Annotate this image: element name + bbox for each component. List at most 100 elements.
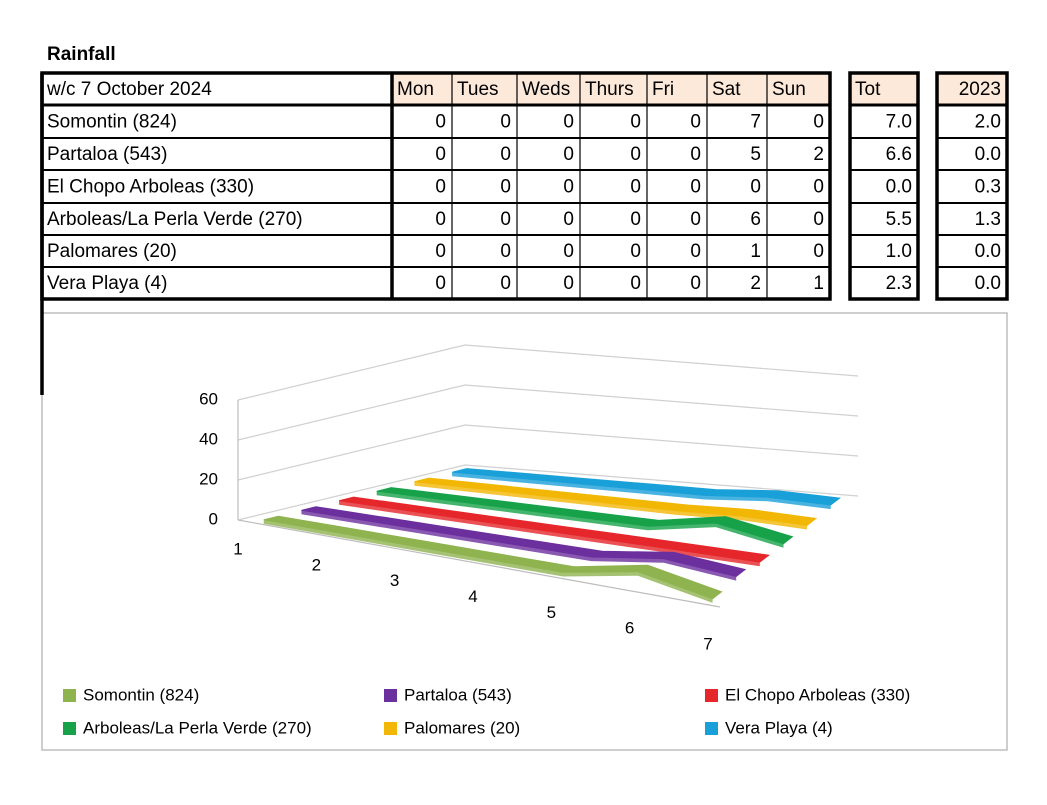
legend-swatch bbox=[384, 722, 397, 735]
table-cell: 0 bbox=[630, 112, 641, 133]
table-cell: 1.3 bbox=[975, 209, 1001, 230]
x-tick-label: 6 bbox=[625, 619, 634, 638]
table-cell: 0 bbox=[630, 144, 641, 165]
table-cell: 0 bbox=[690, 209, 701, 230]
x-axis bbox=[237, 519, 721, 608]
table-cell: 0 bbox=[435, 112, 446, 133]
table-border bbox=[935, 71, 1009, 301]
table-cell: 0 bbox=[750, 177, 761, 198]
grid-line bbox=[237, 384, 859, 441]
table-cell: 2.3 bbox=[886, 273, 912, 294]
header-cell: 2023 bbox=[959, 79, 1001, 100]
table-cell: 0 bbox=[630, 273, 641, 294]
table-cell: 0 bbox=[500, 144, 511, 165]
header-cell-bg bbox=[452, 73, 517, 105]
table-cell: 0 bbox=[630, 209, 641, 230]
table-cell: Arboleas/La Perla Verde (270) bbox=[47, 209, 303, 230]
table-cell: 0 bbox=[563, 273, 574, 294]
legend-label: El Chopo Arboleas (330) bbox=[725, 685, 910, 704]
header-cell: w/c 7 October 2024 bbox=[46, 79, 212, 100]
table-cell: 0 bbox=[690, 241, 701, 262]
legend-swatch bbox=[384, 689, 397, 702]
table-cell: 0 bbox=[563, 112, 574, 133]
ribbon bbox=[263, 515, 723, 600]
table-cell: 1 bbox=[750, 241, 761, 262]
legend-swatch bbox=[63, 722, 76, 735]
ribbon-side bbox=[376, 491, 784, 548]
table-cell: 1 bbox=[813, 273, 824, 294]
ribbon bbox=[414, 477, 818, 526]
y-tick-label: 40 bbox=[199, 429, 218, 448]
header-cell-bg bbox=[517, 73, 580, 105]
header-cell-bg bbox=[580, 73, 647, 105]
table-cell: 0 bbox=[813, 209, 824, 230]
header-cell: Sun bbox=[772, 79, 806, 100]
header-cell-bg bbox=[937, 73, 1007, 105]
table-cell: El Chopo Arboleas (330) bbox=[47, 177, 254, 198]
table-cell: 0 bbox=[435, 273, 446, 294]
table-cell: 0 bbox=[500, 241, 511, 262]
legend-label: Somontin (824) bbox=[83, 685, 199, 704]
table-cell: 0 bbox=[435, 177, 446, 198]
table-cell: 0 bbox=[563, 144, 574, 165]
y-tick-label: 60 bbox=[199, 389, 218, 408]
header-cell: Mon bbox=[397, 79, 434, 100]
x-tick-label: 2 bbox=[312, 555, 321, 574]
table-cell: 0 bbox=[813, 241, 824, 262]
header-cell: Fri bbox=[652, 79, 674, 100]
table-cell: 0 bbox=[690, 112, 701, 133]
table-cell: 0 bbox=[435, 144, 446, 165]
y-tick-label: 0 bbox=[209, 509, 218, 528]
ribbon-side bbox=[263, 519, 713, 603]
table-cell: Partaloa (543) bbox=[47, 144, 167, 165]
table-cell: 0 bbox=[630, 177, 641, 198]
legend-swatch bbox=[705, 689, 718, 702]
table-cell: 0.3 bbox=[975, 177, 1001, 198]
header-cell-bg bbox=[707, 73, 767, 105]
table-cell: 0 bbox=[500, 273, 511, 294]
table-cell: 7.0 bbox=[886, 112, 912, 133]
legend-label: Arboleas/La Perla Verde (270) bbox=[83, 718, 312, 737]
ribbon bbox=[376, 487, 794, 545]
table-cell: 0 bbox=[630, 241, 641, 262]
table-cell: Vera Playa (4) bbox=[47, 273, 167, 294]
legend-label: Vera Playa (4) bbox=[725, 718, 833, 737]
table-cell: 0 bbox=[500, 112, 511, 133]
grid-line bbox=[237, 424, 859, 481]
table-cell: 5 bbox=[750, 144, 761, 165]
table-cell: 0.0 bbox=[975, 144, 1001, 165]
table-cell: 0 bbox=[500, 177, 511, 198]
x-tick-label: 5 bbox=[547, 603, 556, 622]
table-cell: 0 bbox=[813, 177, 824, 198]
table-cell: 0.0 bbox=[886, 177, 912, 198]
table-cell: Somontin (824) bbox=[47, 112, 177, 133]
table-cell: 0 bbox=[813, 112, 824, 133]
ribbon-side bbox=[414, 481, 808, 530]
table-cell: 7 bbox=[750, 112, 761, 133]
table-cell: 0 bbox=[435, 241, 446, 262]
table-cell: 0.0 bbox=[975, 273, 1001, 294]
ribbon bbox=[452, 468, 841, 506]
header-cell: Weds bbox=[522, 79, 570, 100]
ribbon bbox=[339, 496, 770, 563]
grid-line bbox=[237, 464, 859, 521]
header-cell: Thurs bbox=[585, 79, 634, 100]
table-cell: 6 bbox=[750, 209, 761, 230]
header-cell: Tues bbox=[457, 79, 499, 100]
legend-swatch bbox=[63, 689, 76, 702]
table-cell: 2 bbox=[750, 273, 761, 294]
table-cell: 0 bbox=[435, 209, 446, 230]
grid-line bbox=[237, 344, 859, 401]
x-tick-label: 4 bbox=[468, 587, 477, 606]
legend-label: Palomares (20) bbox=[404, 718, 520, 737]
x-tick-label: 1 bbox=[233, 539, 242, 558]
header-cell-bg bbox=[767, 73, 830, 105]
table-cell: 5.5 bbox=[886, 209, 912, 230]
table-cell: 0.0 bbox=[975, 241, 1001, 262]
sheet-title: Rainfall bbox=[47, 44, 116, 65]
legend-label: Partaloa (543) bbox=[404, 685, 512, 704]
table-cell: 1.0 bbox=[886, 241, 912, 262]
ribbon bbox=[301, 506, 747, 578]
ribbon-side bbox=[339, 500, 760, 567]
